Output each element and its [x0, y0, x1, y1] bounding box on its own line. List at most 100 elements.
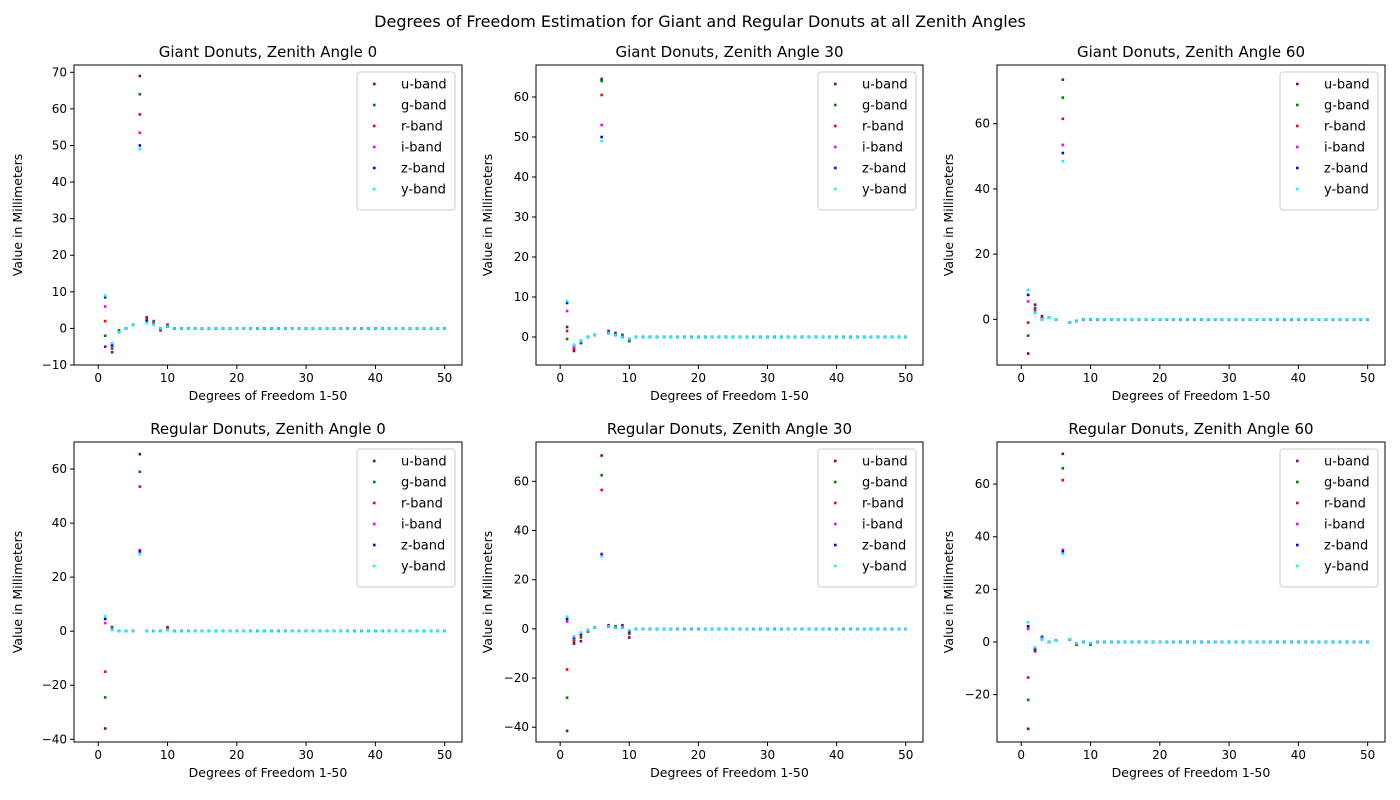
legend-label: y-band	[862, 560, 907, 575]
legend-label: y-band	[1324, 560, 1369, 575]
data-point	[110, 347, 114, 350]
data-point	[401, 327, 405, 330]
data-point	[669, 335, 673, 339]
data-point	[572, 347, 576, 351]
data-point	[166, 323, 169, 327]
data-point	[1123, 318, 1127, 321]
data-point	[565, 620, 569, 623]
data-point	[621, 335, 624, 339]
data-point	[565, 696, 569, 700]
data-point	[1179, 318, 1182, 321]
x-tick-label: 20	[1152, 371, 1167, 385]
data-point	[103, 670, 107, 674]
data-point	[565, 668, 569, 671]
data-point	[759, 335, 762, 339]
data-point	[1103, 318, 1106, 321]
data-point	[1130, 640, 1134, 644]
x-tick-label: 40	[368, 371, 383, 385]
x-axis-label: Degrees of Freedom 1-50	[189, 765, 348, 780]
data-point	[103, 345, 107, 349]
legend-label: y-band	[401, 560, 446, 575]
data-point	[138, 550, 142, 553]
data-point	[138, 552, 142, 556]
data-point	[1026, 352, 1030, 355]
y-axis-label: Value in Millimeters	[10, 154, 25, 276]
data-point	[103, 305, 107, 308]
data-point	[786, 335, 790, 339]
data-point	[318, 327, 322, 330]
data-point	[745, 335, 749, 339]
y-tick-label: 40	[52, 175, 67, 189]
legend-label: i-band	[401, 518, 442, 533]
series-y-band	[565, 139, 908, 347]
data-point	[1130, 318, 1134, 321]
legend-label: g-band	[1324, 99, 1370, 114]
y-tick-label: 0	[982, 312, 990, 326]
subplot-title: Regular Donuts, Zenith Angle 0	[150, 420, 386, 438]
data-point	[304, 629, 308, 633]
y-tick-label: 60	[52, 462, 67, 476]
data-point	[572, 349, 576, 353]
data-point	[1241, 318, 1245, 321]
x-tick-label: 50	[898, 748, 913, 762]
y-tick-label: 10	[52, 285, 67, 299]
subplot-title: Giant Donuts, Zenith Angle 60	[1077, 43, 1305, 61]
data-point	[704, 335, 707, 339]
subplot-title: Giant Donuts, Zenith Angle 30	[616, 43, 844, 61]
data-point	[1068, 638, 1072, 641]
y-tick-label: 40	[975, 182, 990, 196]
legend-marker	[373, 564, 376, 568]
data-point	[627, 337, 631, 341]
data-point	[1040, 314, 1044, 318]
data-point	[1026, 676, 1030, 679]
data-point	[1061, 548, 1065, 552]
data-point	[381, 327, 384, 330]
legend-marker	[373, 103, 376, 107]
data-point	[572, 642, 576, 645]
data-point	[1144, 640, 1148, 644]
data-point	[1352, 318, 1356, 321]
data-point	[586, 335, 590, 339]
x-tick-label: 30	[1221, 748, 1236, 762]
data-point	[346, 629, 349, 633]
data-point	[690, 335, 693, 339]
data-point	[173, 327, 176, 330]
data-point	[1061, 478, 1065, 482]
data-point	[1103, 640, 1106, 644]
data-point	[890, 335, 894, 339]
data-point	[339, 629, 343, 633]
data-point	[1366, 318, 1369, 321]
data-point	[648, 335, 652, 339]
legend-label: r-band	[401, 497, 443, 512]
legend: u-band g-band r-band i-band z-band y-band	[356, 71, 456, 211]
data-point	[1061, 452, 1065, 456]
data-point	[325, 629, 329, 633]
x-tick-label: 0	[94, 371, 102, 385]
legend-marker	[834, 166, 837, 170]
data-point	[1324, 640, 1328, 644]
data-point	[1234, 318, 1238, 321]
data-point	[849, 335, 852, 339]
legend: u-band g-band r-band i-band z-band y-band	[1279, 448, 1379, 588]
x-tick-label: 10	[1083, 371, 1098, 385]
y-tick-label: 20	[514, 573, 529, 587]
data-point	[284, 629, 287, 633]
data-point	[235, 629, 239, 633]
data-point	[415, 629, 419, 633]
data-point	[1082, 640, 1085, 644]
data-point	[145, 319, 149, 323]
y-tick-label: 70	[52, 65, 67, 79]
data-point	[1317, 640, 1321, 644]
data-point	[766, 627, 769, 631]
data-point	[270, 327, 273, 330]
data-point	[1227, 318, 1231, 321]
data-point	[1047, 316, 1051, 320]
data-point	[614, 331, 617, 335]
legend-marker	[1296, 166, 1299, 170]
data-point	[422, 327, 426, 330]
data-point	[676, 335, 679, 339]
data-point	[387, 327, 391, 330]
series-y-band	[1026, 159, 1369, 324]
x-tick-label: 0	[1017, 748, 1025, 762]
data-point	[683, 627, 686, 631]
